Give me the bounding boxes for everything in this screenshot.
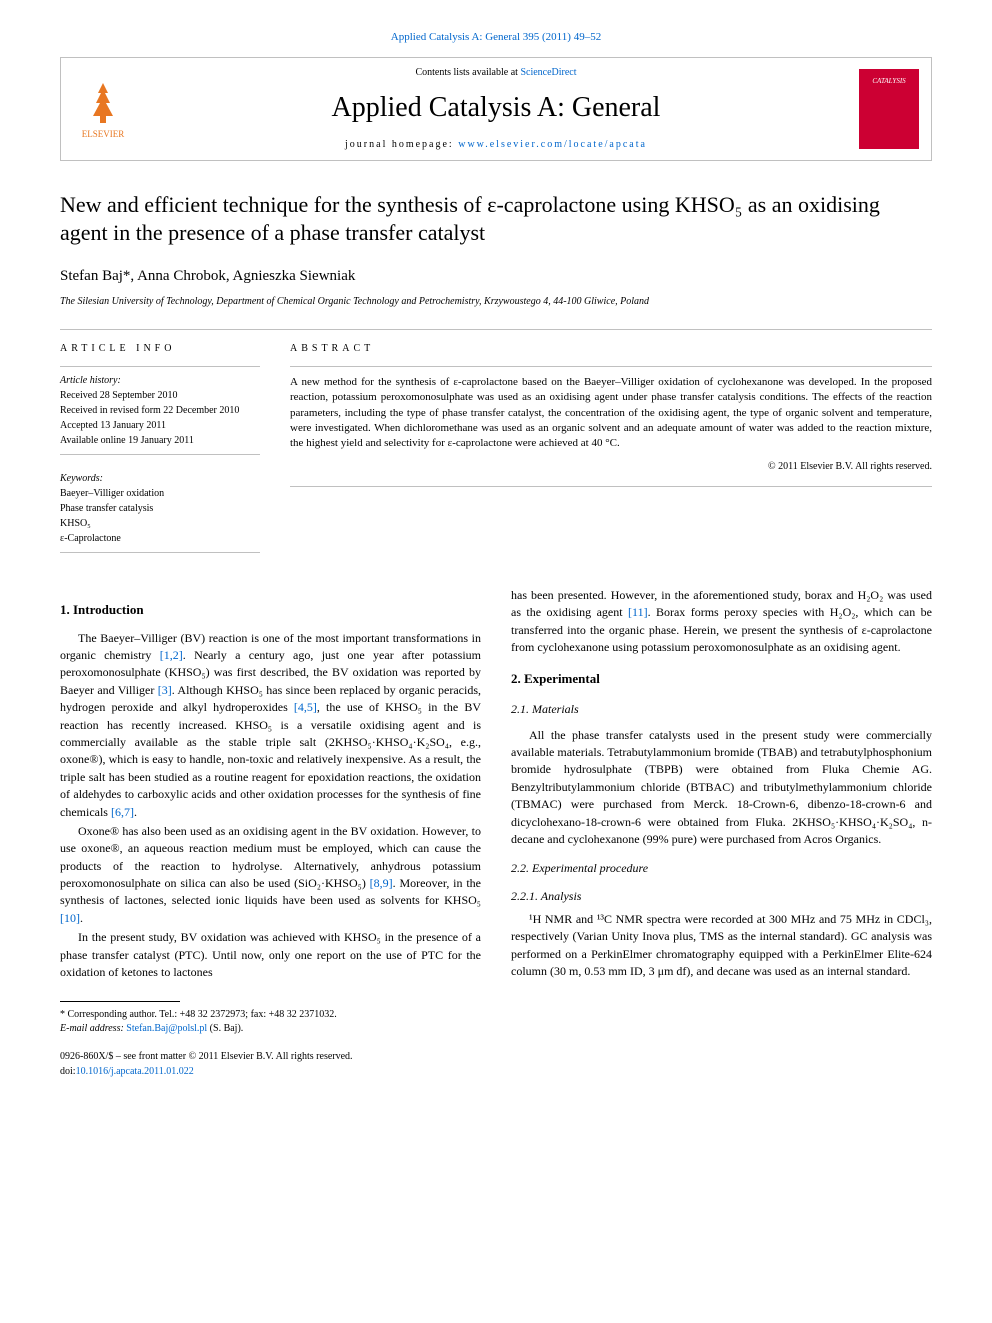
keyword-4: ε-Caprolactone	[60, 531, 260, 546]
intro-p3-cont: has been presented. However, in the afor…	[511, 587, 932, 657]
analysis-p: ¹H NMR and ¹³C NMR spectra were recorded…	[511, 911, 932, 981]
affiliation: The Silesian University of Technology, D…	[60, 295, 932, 309]
doi-link[interactable]: 10.1016/j.apcata.2011.01.022	[76, 1066, 194, 1077]
body-column-left: 1. Introduction The Baeyer–Villiger (BV)…	[60, 587, 481, 1080]
article-info-label: ARTICLE INFO	[60, 342, 260, 356]
article-info: ARTICLE INFO Article history: Received 2…	[60, 342, 260, 563]
keyword-1: Baeyer–Villiger oxidation	[60, 486, 260, 501]
elsevier-tree-icon	[78, 78, 128, 128]
intro-p2: Oxone® has also been used as an oxidisin…	[60, 823, 481, 927]
corr-email: E-mail address: Stefan.Baj@polsl.pl (S. …	[60, 1022, 481, 1036]
ref-link[interactable]: [1,2]	[160, 648, 183, 662]
history-online: Available online 19 January 2011	[60, 433, 260, 448]
intro-heading: 1. Introduction	[60, 601, 481, 620]
experimental-heading: 2. Experimental	[511, 670, 932, 689]
keywords-label: Keywords:	[60, 471, 260, 486]
elsevier-logo: ELSEVIER	[73, 74, 133, 144]
ref-link[interactable]: [8,9]	[370, 876, 393, 890]
correspondence-note: * Corresponding author. Tel.: +48 32 237…	[60, 1008, 481, 1036]
abstract-text: A new method for the synthesis of ε-capr…	[290, 366, 932, 452]
authors: Stefan Baj*, Anna Chrobok, Agnieszka Sie…	[60, 266, 932, 287]
materials-heading: 2.1. Materials	[511, 701, 932, 718]
materials-p: All the phase transfer catalysts used in…	[511, 727, 932, 849]
ref-link[interactable]: [11]	[628, 605, 648, 619]
history-label: Article history:	[60, 373, 260, 388]
header-center: Contents lists available at ScienceDirec…	[133, 66, 859, 151]
intro-p1: The Baeyer–Villiger (BV) reaction is one…	[60, 630, 481, 821]
elsevier-label: ELSEVIER	[82, 128, 125, 141]
doi-line: doi:10.1016/j.apcata.2011.01.022	[60, 1065, 481, 1080]
ref-link[interactable]: [6,7]	[111, 805, 134, 819]
history-received: Received 28 September 2010	[60, 388, 260, 403]
article-history: Article history: Received 28 September 2…	[60, 366, 260, 455]
copyright-footer: 0926-860X/$ – see front matter © 2011 El…	[60, 1050, 481, 1079]
homepage-line: journal homepage: www.elsevier.com/locat…	[133, 138, 859, 152]
ref-link[interactable]: [10]	[60, 911, 80, 925]
ref-link[interactable]: [4,5]	[294, 700, 317, 714]
divider	[60, 329, 932, 330]
journal-name: Applied Catalysis A: General	[133, 88, 859, 127]
keyword-2: Phase transfer catalysis	[60, 501, 260, 516]
intro-p3: In the present study, BV oxidation was a…	[60, 929, 481, 981]
keyword-3: KHSO₅	[60, 516, 260, 531]
body-column-right: has been presented. However, in the afor…	[511, 587, 932, 1080]
article-title: New and efficient technique for the synt…	[60, 191, 932, 248]
corr-author: * Corresponding author. Tel.: +48 32 237…	[60, 1008, 481, 1022]
top-citation[interactable]: Applied Catalysis A: General 395 (2011) …	[60, 30, 932, 45]
divider	[290, 486, 932, 487]
homepage-link[interactable]: www.elsevier.com/locate/apcata	[458, 139, 647, 150]
journal-header: ELSEVIER Contents lists available at Sci…	[60, 57, 932, 160]
abstract-label: ABSTRACT	[290, 342, 932, 356]
abstract: ABSTRACT A new method for the synthesis …	[290, 342, 932, 563]
sciencedirect-link[interactable]: ScienceDirect	[520, 67, 576, 78]
ref-link[interactable]: [3]	[158, 683, 172, 697]
copyright-line: 0926-860X/$ – see front matter © 2011 El…	[60, 1050, 481, 1065]
footer-divider	[60, 1001, 180, 1002]
email-link[interactable]: Stefan.Baj@polsl.pl	[126, 1023, 207, 1034]
analysis-heading: 2.2.1. Analysis	[511, 888, 932, 905]
abstract-copyright: © 2011 Elsevier B.V. All rights reserved…	[290, 460, 932, 474]
history-accepted: Accepted 13 January 2011	[60, 418, 260, 433]
journal-cover: CATALYSIS	[859, 69, 919, 149]
keywords: Keywords: Baeyer–Villiger oxidation Phas…	[60, 465, 260, 553]
contents-line: Contents lists available at ScienceDirec…	[133, 66, 859, 80]
cover-label: CATALYSIS	[872, 77, 905, 87]
procedure-heading: 2.2. Experimental procedure	[511, 860, 932, 877]
history-revised: Received in revised form 22 December 201…	[60, 403, 260, 418]
